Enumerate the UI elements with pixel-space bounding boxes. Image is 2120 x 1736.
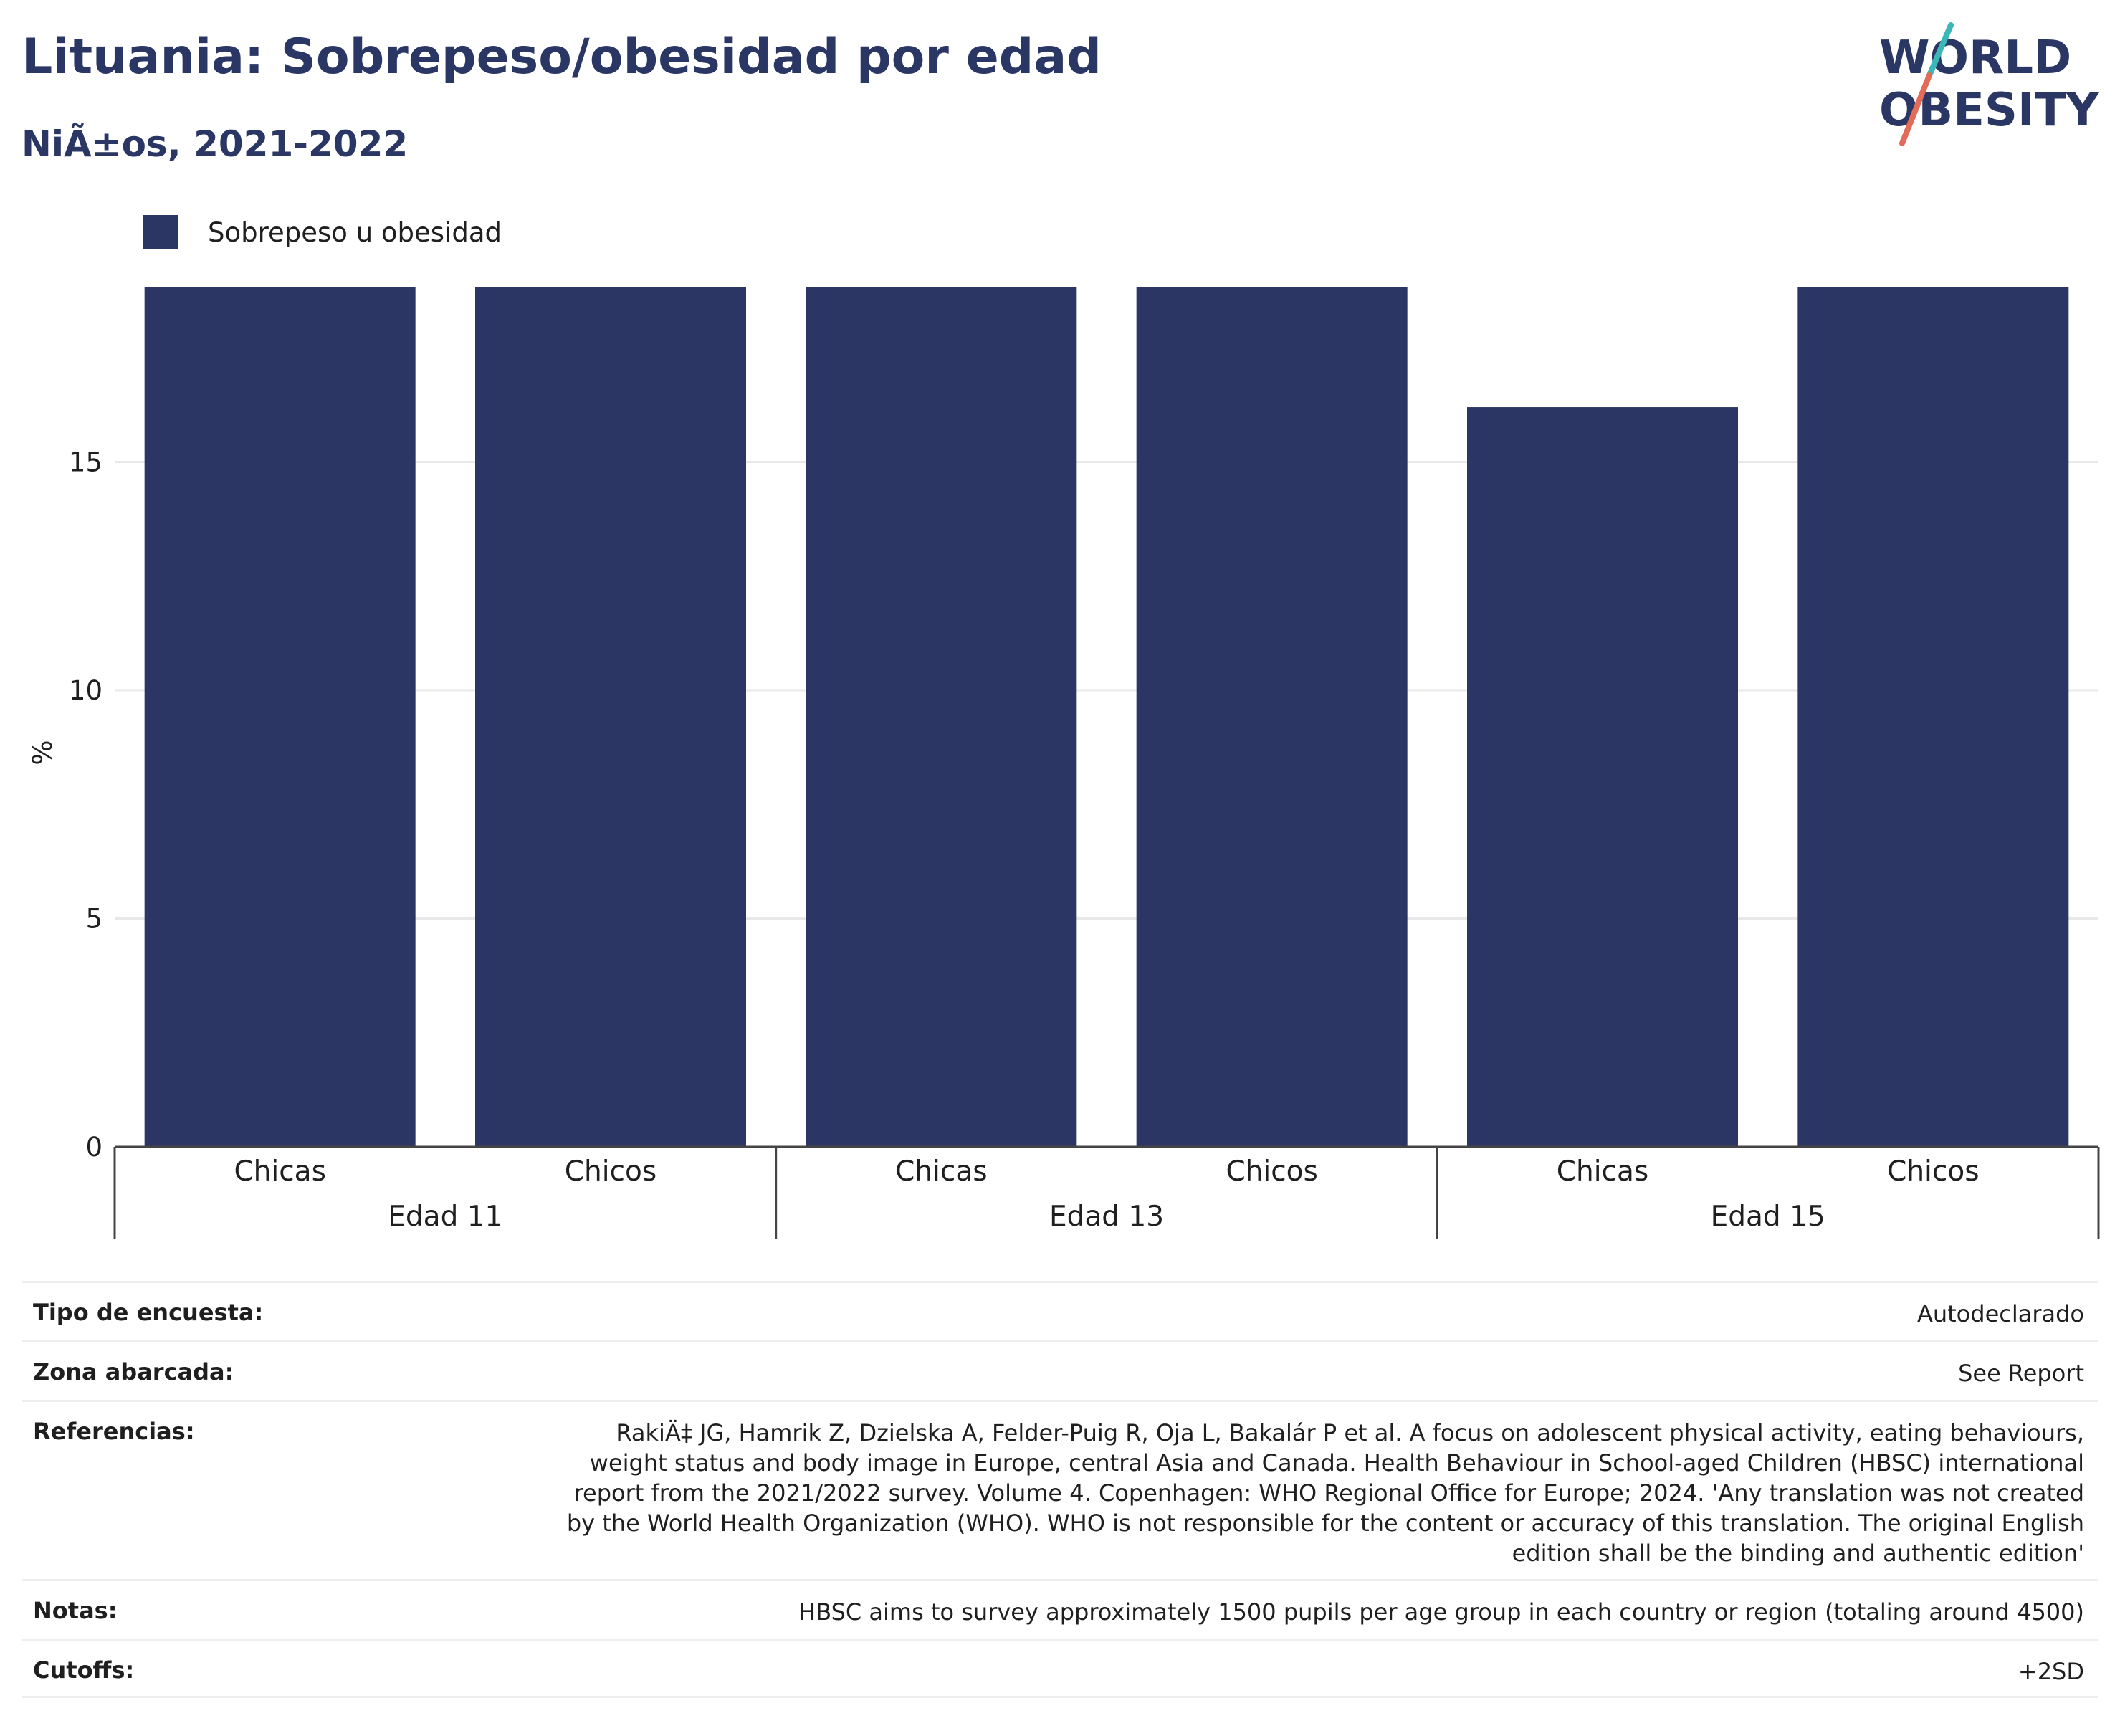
x-tick-label: Chicas <box>234 1155 325 1188</box>
x-tick-label: Chicos <box>1887 1155 1979 1188</box>
meta-row-cutoffs: Cutoffs: +2SD <box>22 1639 2098 1698</box>
survey-type-value: Autodeclarado <box>1916 1300 2084 1327</box>
area-label: Zona abarcada: <box>33 1358 234 1386</box>
bar <box>1136 287 1408 1148</box>
y-axis-label: % <box>27 740 58 765</box>
legend-label: Sobrepeso u obesidad <box>208 216 502 248</box>
meta-row-area: Zona abarcada: See Report <box>22 1340 2098 1400</box>
logo-slash-coral <box>1899 72 1932 146</box>
legend[interactable]: Sobrepeso u obesidad <box>143 215 502 249</box>
cutoffs-value: +2SD <box>2018 1658 2084 1685</box>
area-value: See Report <box>1958 1360 2084 1387</box>
x-tick-label: Chicos <box>1226 1155 1317 1188</box>
meta-row-references: Referencias: RakiÄ‡ JG, Hamrik Z, Dziels… <box>22 1400 2098 1579</box>
x-tick-label: Chicas <box>895 1155 987 1188</box>
bar <box>806 287 1077 1147</box>
x-group-label: Edad 11 <box>388 1201 502 1233</box>
logo-slash-teal <box>1926 22 1954 78</box>
bar <box>475 287 746 1148</box>
x-group-label: Edad 13 <box>1049 1201 1164 1233</box>
metadata-table: Tipo de encuesta: Autodeclarado Zona aba… <box>22 1281 2098 1698</box>
x-tick-label: Chicos <box>565 1155 656 1188</box>
x-tick-label: Chicas <box>1557 1155 1648 1188</box>
bar <box>1797 287 2069 1148</box>
world-obesity-logo: WORLD OBESITY <box>1879 22 2099 146</box>
x-group-label: Edad 15 <box>1711 1201 1825 1233</box>
notes-value: HBSC aims to survey approximately 1500 p… <box>798 1598 2084 1626</box>
references-value: RakiÄ‡ JG, Hamrik Z, Dzielska A, Felder-… <box>566 1419 2084 1567</box>
chart-title: Lituania: Sobrepeso/obesidad por edad <box>22 29 1102 85</box>
y-tick-label: 5 <box>85 904 102 935</box>
legend-swatch <box>143 215 178 249</box>
chart-subtitle: NiÃ±os, 2021-2022 <box>22 123 409 165</box>
notes-label: Notas: <box>33 1597 118 1624</box>
cutoffs-label: Cutoffs: <box>33 1656 135 1684</box>
y-tick-label: 15 <box>69 447 102 478</box>
y-tick-label: 0 <box>85 1132 102 1163</box>
references-label: Referencias: <box>33 1418 195 1445</box>
bar <box>144 287 416 1147</box>
y-tick-label: 10 <box>69 675 102 706</box>
meta-row-notes: Notas: HBSC aims to survey approximately… <box>22 1579 2098 1639</box>
logo-text-world: WORLD <box>1879 32 2071 85</box>
meta-row-survey-type: Tipo de encuesta: Autodeclarado <box>22 1281 2098 1340</box>
bar <box>1467 407 1738 1147</box>
survey-type-label: Tipo de encuesta: <box>33 1299 264 1326</box>
